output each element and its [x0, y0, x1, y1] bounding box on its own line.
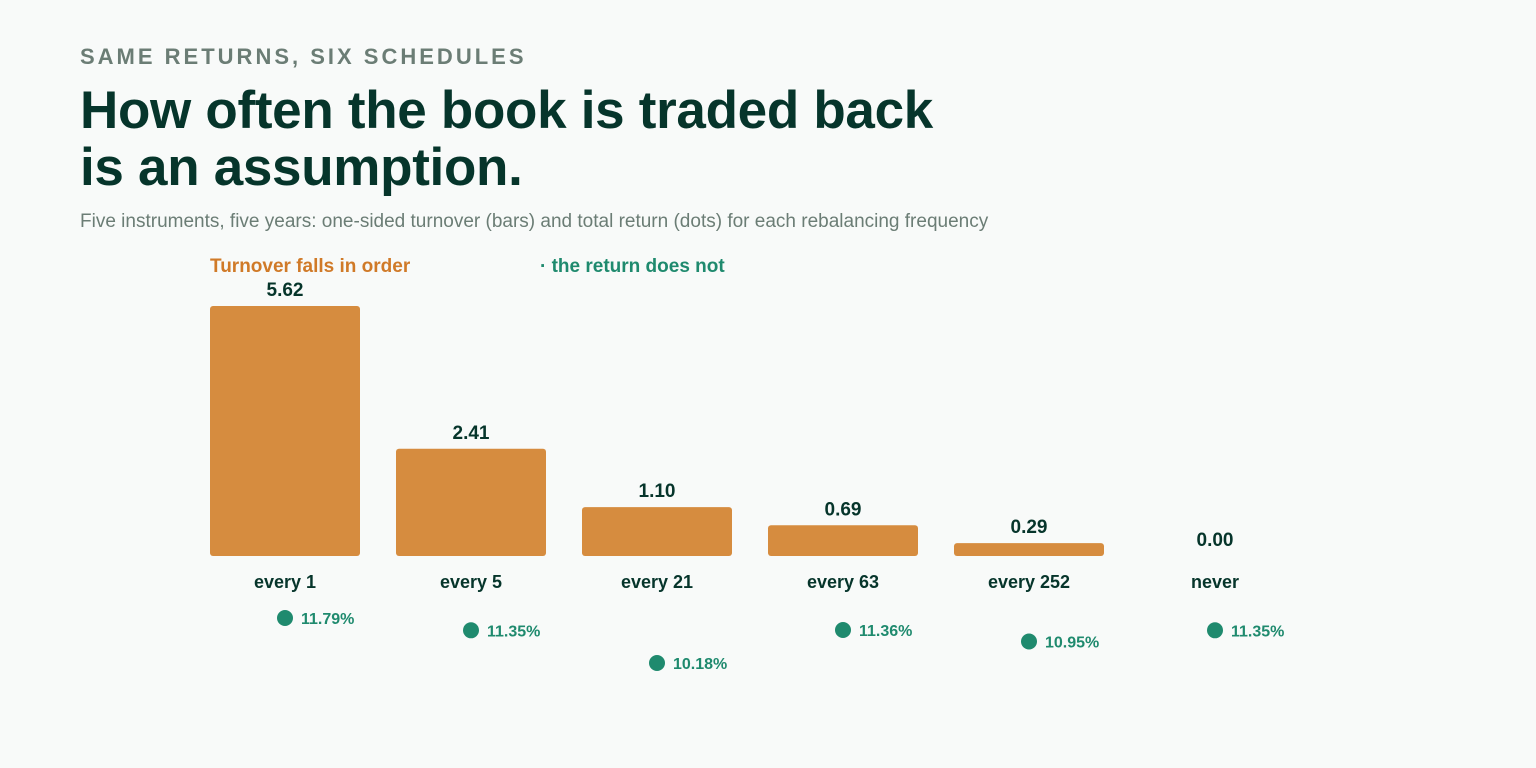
legend-return: · the return does not	[540, 256, 725, 277]
turnover-bar	[954, 543, 1104, 556]
chart-subtitle: Five instruments, five years: one-sided …	[80, 211, 989, 232]
dots-layer: 11.79% 11.35% 10.18% 11.36% 10.95% 11.35%	[277, 610, 1284, 673]
turnover-value-label: 0.69	[825, 499, 862, 520]
turnover-bar	[768, 525, 918, 556]
turnover-bar	[210, 306, 360, 556]
category-label: every 1	[254, 572, 316, 592]
category-label: every 63	[807, 572, 879, 592]
category-label: never	[1191, 572, 1239, 592]
turnover-bar	[582, 507, 732, 556]
return-dot	[463, 622, 479, 639]
return-dot	[1021, 633, 1037, 650]
return-value-label: 10.18%	[673, 656, 727, 673]
bars-layer: 5.62 every 1 2.41 every 5 1.10 every 21 0.69 ev…	[210, 280, 1239, 592]
turnover-bar	[396, 448, 546, 556]
turnover-value-label: 0.29	[1011, 517, 1048, 538]
turnover-value-label: 1.10	[639, 481, 676, 502]
eyebrow-label: SAME RETURNS, SIX SCHEDULES	[80, 44, 527, 69]
legend-turnover: Turnover falls in order	[210, 256, 411, 277]
return-dot	[649, 655, 665, 671]
turnover-value-label: 5.62	[267, 280, 304, 301]
return-value-label: 10.95%	[1045, 634, 1099, 651]
return-value-label: 11.79%	[301, 611, 354, 628]
return-dot	[835, 622, 851, 639]
return-value-label: 11.36%	[859, 623, 912, 640]
turnover-value-label: 2.41	[453, 423, 490, 444]
category-label: every 252	[988, 572, 1070, 592]
return-dot	[1207, 622, 1223, 639]
return-value-label: 11.35%	[487, 623, 540, 640]
return-dot	[277, 610, 293, 626]
category-label: every 5	[440, 572, 502, 592]
return-value-label: 11.35%	[1231, 623, 1284, 640]
turnover-value-label: 0.00	[1197, 530, 1234, 551]
category-label: every 21	[621, 572, 693, 592]
page-title: How often the book is traded back is an …	[80, 81, 933, 197]
